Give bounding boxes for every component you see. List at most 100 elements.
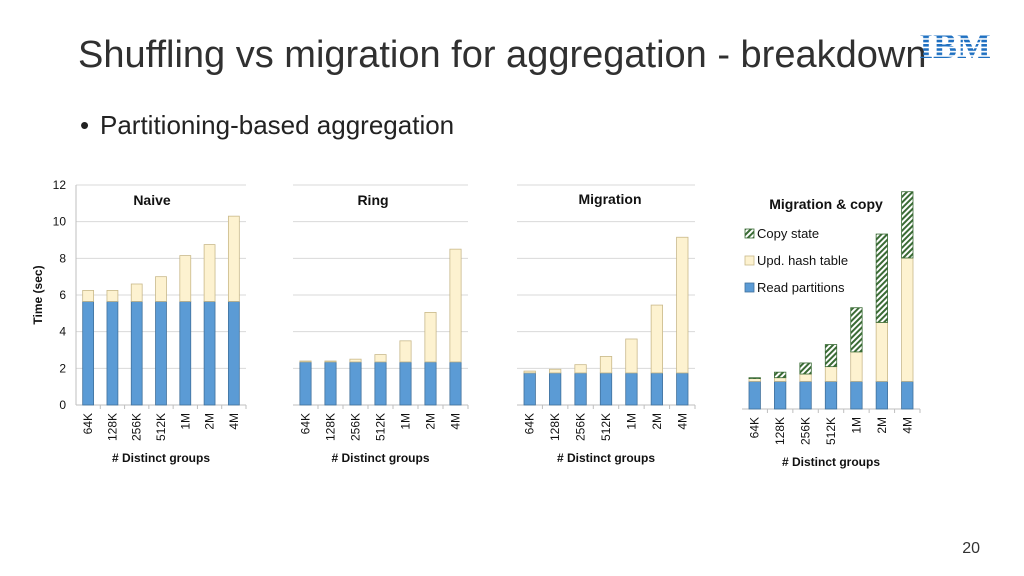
bar-segment-read-partitions xyxy=(227,301,240,406)
y-tick-label: 4 xyxy=(59,325,66,339)
bar-segment-read-partitions xyxy=(676,372,689,406)
chart-2: 64K 128K 256K 512K 1M 2M 4M Ring # Distinct grou… xyxy=(293,184,469,465)
bar-segment-upd-hash-table xyxy=(574,364,587,374)
bar-segment-upd-hash-table xyxy=(374,354,387,363)
chart-4: 64K 128K 256K 512K 1M 2M 4M Migration & copy # D… xyxy=(742,191,921,469)
bar-segment-upd-hash-table xyxy=(106,290,119,302)
bar-segment-read-partitions xyxy=(875,380,888,410)
x-tick-label: 256K xyxy=(349,413,363,441)
x-tick-label: 64K xyxy=(299,413,313,434)
bar-segment-upd-hash-table xyxy=(399,340,412,363)
legend-label: Upd. hash table xyxy=(757,253,848,268)
bar-segment-copy-state xyxy=(824,344,838,368)
bar-segment-read-partitions xyxy=(82,301,95,406)
chart-1: 0 2 4 6 8 10 12 Time (sec) 64K 128K 256K 512K 1M 2M 4M… xyxy=(31,178,247,465)
bar-segment-upd-hash-table xyxy=(424,312,437,363)
x-tick-label: 512K xyxy=(374,413,388,441)
bar-segment-read-partitions xyxy=(424,361,437,406)
bar-segment-read-partitions xyxy=(179,301,192,406)
bar-segment-read-partitions xyxy=(106,301,119,406)
x-tick-label: 2M xyxy=(203,413,217,430)
bar-segment-upd-hash-table xyxy=(82,290,95,302)
bar-segment-read-partitions xyxy=(574,372,587,406)
bar-segment-upd-hash-table xyxy=(227,215,240,302)
bar-segment-read-partitions xyxy=(625,372,638,406)
bar-segment-copy-state xyxy=(901,191,914,259)
chart-title: Migration & copy xyxy=(769,196,883,212)
bar-segment-upd-hash-table xyxy=(650,304,663,374)
bar-segment-read-partitions xyxy=(650,372,663,406)
bar-segment-upd-hash-table xyxy=(324,360,337,363)
bar-segment-read-partitions xyxy=(799,380,812,410)
page-number: 20 xyxy=(962,540,980,557)
bar-segment-read-partitions xyxy=(774,380,787,410)
bar-segment-copy-state xyxy=(774,371,787,379)
x-tick-label: 512K xyxy=(154,413,168,441)
bar-segment-read-partitions xyxy=(155,301,167,406)
x-tick-label: 128K xyxy=(105,413,119,441)
x-tick-label: 256K xyxy=(799,417,813,445)
x-tick-label: 128K xyxy=(324,413,338,441)
bar-segment-upd-hash-table xyxy=(155,276,167,302)
x-tick-label: 128K xyxy=(548,413,562,441)
bar-segment-upd-hash-table xyxy=(875,322,888,382)
bar-segment-read-partitions xyxy=(599,372,613,406)
bar-segment-upd-hash-table xyxy=(203,244,216,302)
slide-title: Shuffling vs migration for aggregation -… xyxy=(78,34,927,76)
x-tick-label: 64K xyxy=(748,417,762,438)
bar-segment-read-partitions xyxy=(130,301,143,406)
bar-segment-read-partitions xyxy=(549,372,562,406)
bar-segment-read-partitions xyxy=(399,361,412,406)
bullet-text: Partitioning-based aggregation xyxy=(100,110,455,140)
x-tick-label: 2M xyxy=(424,413,438,430)
bar-segment-upd-hash-table xyxy=(599,356,613,374)
bar-segment-read-partitions xyxy=(324,361,337,406)
x-tick-label: 1M xyxy=(178,413,192,430)
chart-legend: Copy state Upd. hash table Read partitions xyxy=(744,226,848,295)
x-tick-label: 2M xyxy=(650,413,664,430)
x-tick-label: 2M xyxy=(875,417,889,434)
x-tick-label: 128K xyxy=(773,417,787,445)
bar-segment-upd-hash-table xyxy=(523,370,536,374)
x-tick-label: 256K xyxy=(130,413,144,441)
bar-segment-upd-hash-table xyxy=(549,368,562,374)
bar-segment-copy-state xyxy=(748,377,761,380)
bar-segment-upd-hash-table xyxy=(824,366,838,382)
legend-swatch-read-partitions xyxy=(744,282,755,293)
chart-3: 64K 128K 256K 512K 1M 2M 4M Migration # Distinct… xyxy=(517,184,696,465)
y-tick-label: 0 xyxy=(59,398,66,412)
bar-segment-upd-hash-table xyxy=(748,378,761,382)
bar-segment-read-partitions xyxy=(850,380,863,410)
y-tick-label: 10 xyxy=(53,215,67,229)
legend-swatch-upd-hash-table xyxy=(744,255,755,266)
x-tick-label: 1M xyxy=(399,413,413,430)
bar-segment-upd-hash-table xyxy=(625,338,638,374)
chart-title: Ring xyxy=(357,192,388,208)
bar-segment-read-partitions xyxy=(374,361,387,406)
x-tick-label: 4M xyxy=(900,417,914,434)
bar-segment-copy-state xyxy=(850,307,863,353)
x-tick-label: 4M xyxy=(227,413,241,430)
bar-segment-upd-hash-table xyxy=(299,360,312,363)
bar-segment-read-partitions xyxy=(299,361,312,406)
y-tick-label: 6 xyxy=(59,288,66,302)
bar-segment-read-partitions xyxy=(349,361,362,406)
x-tick-label: 64K xyxy=(81,413,95,434)
bar-segment-upd-hash-table xyxy=(676,236,689,374)
legend-label: Read partitions xyxy=(757,280,845,295)
x-tick-label: 1M xyxy=(849,417,863,434)
x-tick-label: 512K xyxy=(824,417,838,445)
chart-title: Naive xyxy=(133,192,171,208)
bar-segment-read-partitions xyxy=(824,380,838,410)
y-axis-label: Time (sec) xyxy=(31,265,45,324)
bar-segment-upd-hash-table xyxy=(799,373,812,382)
bar-segment-copy-state xyxy=(799,362,812,375)
y-tick-label: 12 xyxy=(53,178,67,192)
chart-title: Migration xyxy=(579,191,642,207)
ibm-logo-icon: IBM xyxy=(919,27,991,61)
svg-text:IBM: IBM xyxy=(919,27,991,61)
bar-segment-upd-hash-table xyxy=(901,257,914,382)
x-tick-label: 1M xyxy=(624,413,638,430)
x-axis-label: # Distinct groups xyxy=(782,455,880,469)
x-axis-label: # Distinct groups xyxy=(112,451,210,465)
